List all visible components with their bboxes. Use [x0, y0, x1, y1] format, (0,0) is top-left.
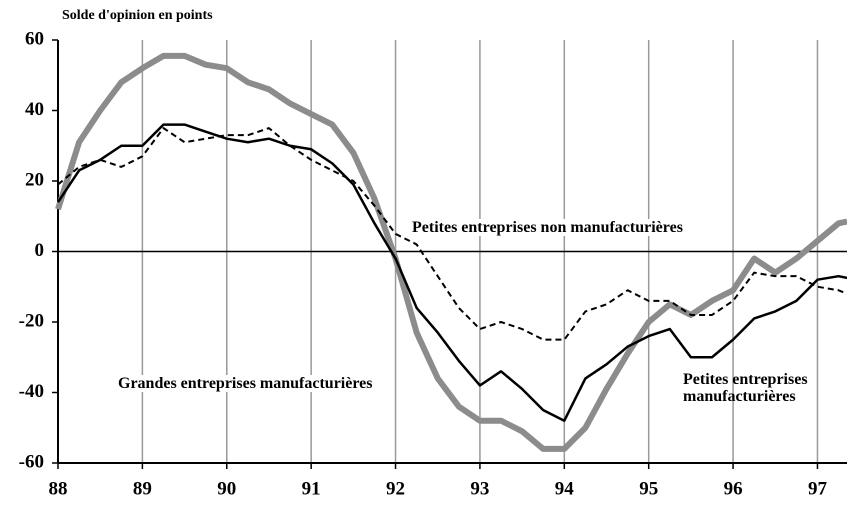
x-tick-label: 90 [217, 478, 236, 499]
x-tick-label: 96 [724, 478, 743, 499]
y-tick-label: -20 [19, 310, 44, 331]
x-tick-label: 97 [808, 478, 828, 499]
x-tick-label: 95 [639, 478, 658, 499]
y-tick-label: 60 [25, 28, 44, 49]
x-tick-label: 89 [133, 478, 152, 499]
x-tick-label: 93 [470, 478, 489, 499]
series-label: Petites entreprises non manufacturières [412, 219, 683, 236]
series-line [56, 123, 847, 422]
x-tick-label: 92 [386, 478, 405, 499]
y-tick-label: -40 [19, 381, 44, 402]
series-line [55, 52, 847, 452]
series-label: Petites entreprises manufacturières [683, 371, 808, 405]
y-tick-label: -60 [19, 451, 44, 472]
y-tick-label: 0 [35, 240, 45, 261]
x-tick-label: 94 [555, 478, 575, 499]
y-tick-label: 20 [25, 169, 44, 190]
x-tick-label: 91 [302, 478, 321, 499]
y-axis-label: Solde d'opinion en points [62, 8, 213, 23]
series-line [57, 127, 847, 341]
x-tick-label: 88 [49, 478, 68, 499]
y-tick-label: 40 [25, 99, 44, 120]
series-label: Grandes entreprises manufacturières [118, 375, 373, 392]
